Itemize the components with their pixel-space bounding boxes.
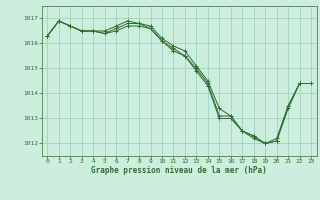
- X-axis label: Graphe pression niveau de la mer (hPa): Graphe pression niveau de la mer (hPa): [91, 166, 267, 175]
